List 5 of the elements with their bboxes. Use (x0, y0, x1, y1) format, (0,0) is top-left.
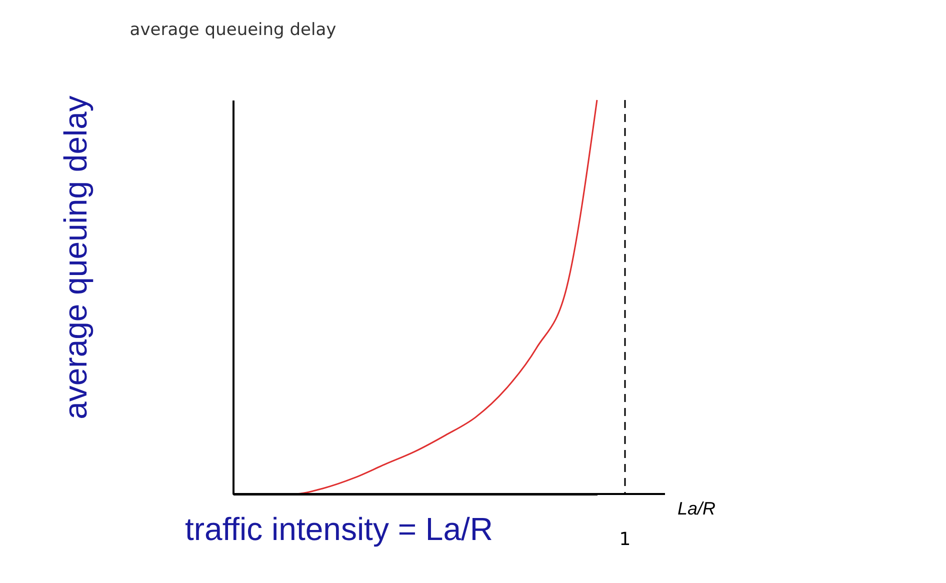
text: traffic intensity = La/R (185, 511, 493, 547)
text: 1 (619, 529, 631, 550)
text: average queueing delay (130, 20, 336, 40)
y-axis-title: average queuing delay (58, 96, 94, 420)
x-axis-title: La/R (678, 498, 716, 518)
